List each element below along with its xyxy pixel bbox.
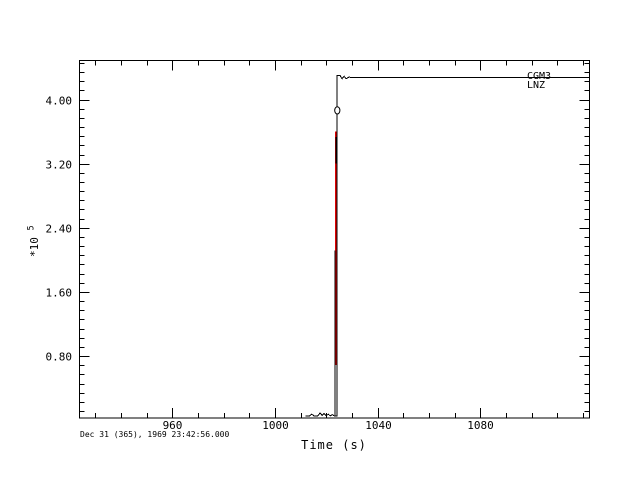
y-axis-title-exponent: 5 [27, 225, 37, 230]
timestamp-label: Dec 31 (365), 1969 23:42:56.000 [80, 430, 229, 439]
data-point-marker [334, 106, 341, 115]
y-tick-label: 2.40 [46, 223, 73, 236]
x-tick-label: 1080 [467, 419, 494, 432]
x-tick-labels: 960 1000 1040 1080 [163, 419, 494, 432]
x-axis-title: Time (s) [301, 438, 367, 452]
y-tick-label: 3.20 [46, 159, 73, 172]
y-axis-title: *10 5 [27, 225, 42, 257]
series-cgm3 [305, 75, 590, 417]
y-tick-label: 4.00 [46, 95, 73, 108]
x-axis-ticks-top [95, 60, 584, 71]
x-axis-ticks-bottom [95, 408, 584, 418]
data-series [305, 75, 590, 417]
y-tick-labels: 0.80 1.60 2.40 3.20 4.00 [46, 95, 73, 364]
data-markers [334, 106, 341, 115]
y-axis-title-base: *10 [28, 237, 41, 257]
x-tick-label: 1000 [262, 419, 289, 432]
x-tick-label: 960 [163, 419, 183, 432]
y-axis-ticks-left [79, 63, 90, 412]
y-tick-label: 0.80 [46, 351, 73, 364]
x-tick-label: 1040 [365, 419, 392, 432]
trace-label: LNZ [527, 80, 545, 91]
trace-label: CGM3 [527, 71, 551, 82]
plot-box [79, 60, 590, 419]
y-tick-label: 1.60 [46, 287, 73, 300]
y-axis-ticks-right [579, 63, 590, 412]
